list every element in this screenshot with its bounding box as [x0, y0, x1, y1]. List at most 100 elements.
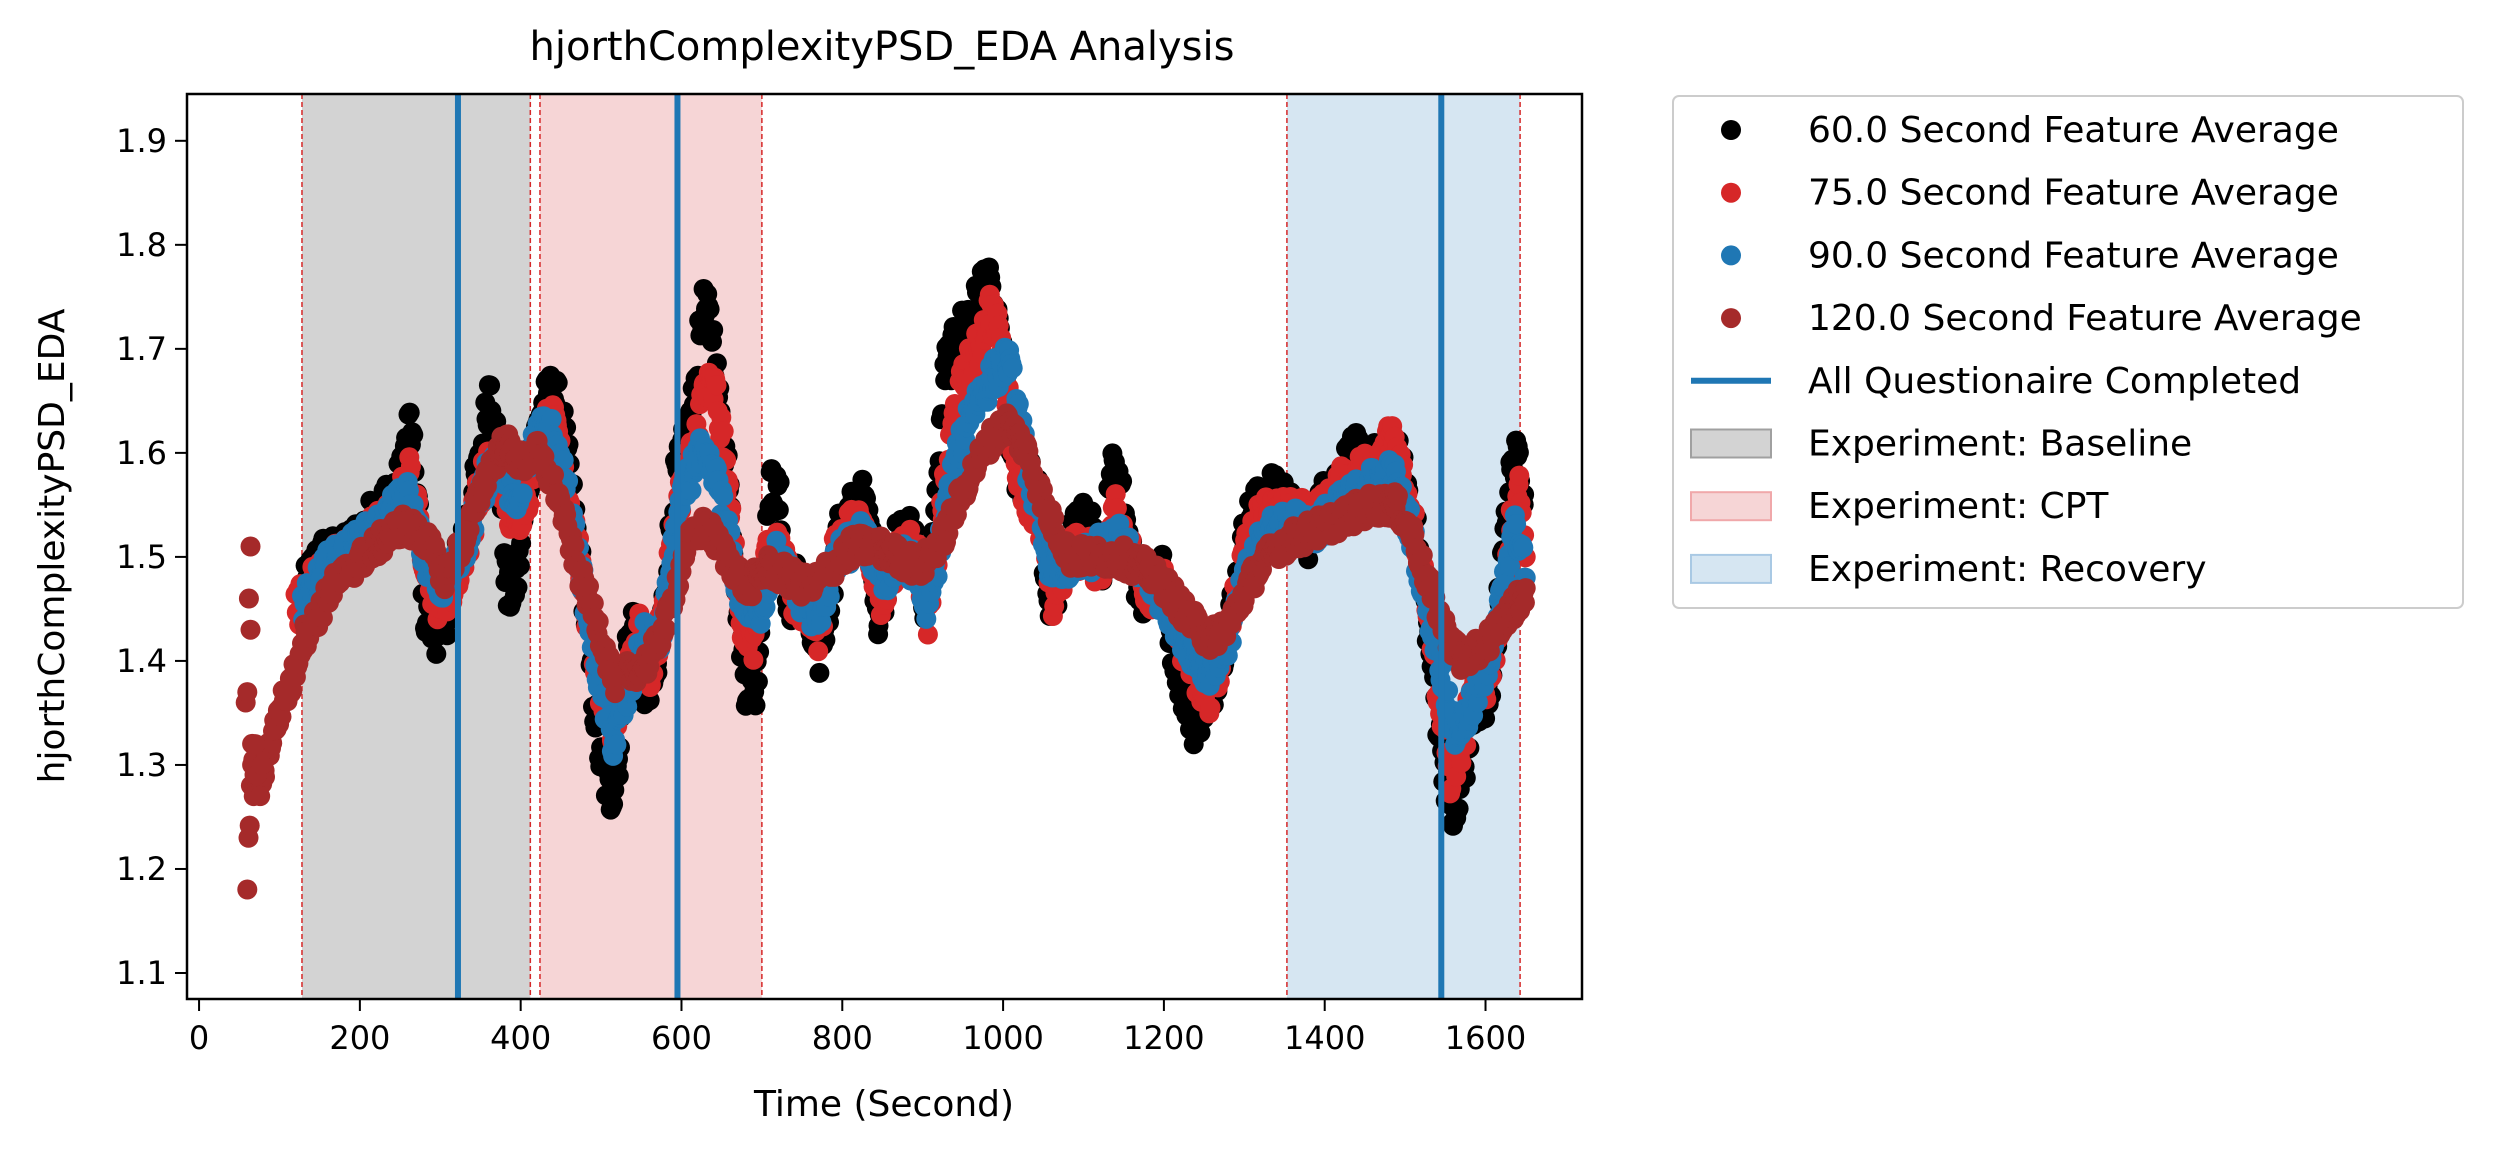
y-axis: 1.1 1.2 1.3 1.4 1.5 1.6 1.7 1.8 1.9: [116, 122, 187, 992]
data-point: [608, 766, 629, 786]
data-point: [237, 879, 258, 900]
y-axis-label: hjorthComplexityPSD_EDA: [32, 308, 73, 783]
data-point: [656, 618, 677, 639]
data-point: [713, 421, 734, 442]
y-tick-label: 1.2: [116, 850, 167, 888]
data-point: [1508, 442, 1529, 463]
data-point: [1500, 556, 1520, 577]
data-point: [403, 424, 424, 445]
data-point: [1513, 537, 1534, 558]
legend-box: [1672, 95, 2464, 609]
y-tick-label: 1.8: [116, 226, 167, 264]
data-point: [1106, 498, 1127, 519]
data-point: [541, 409, 562, 429]
data-point: [312, 607, 333, 628]
data-point: [1448, 798, 1469, 819]
data-point: [917, 624, 938, 645]
legend-label: Experiment: CPT: [1808, 486, 2109, 527]
data-point: [916, 608, 937, 629]
legend-label: 90.0 Second Feature Average: [1808, 235, 2339, 276]
data-point: [238, 588, 259, 609]
data-point: [769, 472, 790, 493]
data-point: [237, 682, 258, 703]
data-point: [606, 734, 627, 755]
data-point: [819, 586, 840, 607]
x-tick-label: 1200: [1123, 1019, 1204, 1057]
data-point: [1081, 501, 1102, 522]
data-point: [1514, 592, 1535, 613]
y-tick-label: 1.5: [116, 538, 167, 576]
data-point: [544, 464, 564, 485]
data-point: [745, 695, 766, 716]
data-point: [703, 320, 724, 340]
data-point: [250, 786, 271, 807]
y-tick-label: 1.3: [116, 746, 167, 784]
data-point: [852, 469, 873, 490]
y-tick-label: 1.7: [116, 330, 167, 368]
legend-label: Experiment: Recovery: [1808, 549, 2207, 590]
x-tick-label: 800: [812, 1019, 873, 1057]
data-point: [251, 754, 272, 775]
x-axis: 0 200 400 600 800 1000 1200 1400 1600: [189, 999, 1526, 1057]
data-point: [512, 483, 533, 504]
data-point: [605, 683, 626, 704]
legend-marker: [1690, 428, 1772, 459]
data-point: [480, 375, 501, 396]
chart-title: hjorthComplexityPSD_EDA Analysis: [530, 24, 1235, 70]
data-point: [1412, 545, 1433, 566]
data-point: [564, 535, 585, 556]
data-point: [809, 662, 830, 683]
x-tick-label: 1600: [1445, 1019, 1526, 1057]
legend-marker: [1721, 308, 1741, 329]
data-point: [245, 734, 266, 755]
data-point: [579, 576, 599, 597]
legend-marker: [1690, 491, 1772, 522]
series-3: [235, 403, 1536, 900]
data-point: [399, 402, 420, 423]
data-point: [713, 486, 734, 507]
data-point: [509, 555, 530, 576]
x-tick-label: 400: [490, 1019, 551, 1057]
data-point: [437, 625, 458, 646]
data-point: [743, 649, 764, 670]
data-point: [583, 593, 604, 614]
legend-marker: [1721, 245, 1741, 266]
data-point: [553, 450, 574, 471]
y-tick-label: 1.6: [116, 434, 167, 472]
data-point: [588, 611, 609, 632]
legend-label: 60.0 Second Feature Average: [1808, 110, 2339, 151]
legend-marker: [1721, 182, 1741, 203]
data-point: [1515, 578, 1536, 599]
legend-label: Experiment: Baseline: [1808, 424, 2192, 465]
x-tick-label: 0: [189, 1019, 209, 1057]
legend: 60.0 Second Feature Average 75.0 Second F…: [1672, 95, 2464, 609]
plot-content: [235, 94, 1536, 999]
data-point: [1506, 514, 1527, 535]
data-point: [426, 643, 447, 664]
plot-frame: [185, 92, 1584, 1001]
data-point: [271, 706, 292, 727]
y-tick-label: 1.1: [116, 954, 167, 992]
data-point: [547, 372, 568, 393]
x-tick-label: 200: [329, 1019, 390, 1057]
x-tick-label: 1400: [1284, 1019, 1365, 1057]
y-tick-label: 1.9: [116, 122, 167, 160]
data-point: [1109, 513, 1130, 534]
legend-label: 120.0 Second Feature Average: [1808, 298, 2362, 339]
data-point: [1467, 692, 1488, 713]
data-point: [507, 577, 528, 598]
legend-label: 75.0 Second Feature Average: [1808, 173, 2339, 214]
data-point: [699, 299, 720, 320]
x-tick-label: 1000: [962, 1019, 1043, 1057]
data-point: [1451, 752, 1472, 773]
legend-label: All Questionaire Completed: [1808, 361, 2301, 402]
data-point: [808, 641, 829, 662]
data-point: [239, 815, 260, 836]
y-tick-label: 1.4: [116, 642, 167, 680]
data-point: [400, 456, 421, 477]
legend-marker: [1721, 120, 1741, 140]
data-point: [768, 500, 789, 520]
x-tick-label: 600: [651, 1019, 712, 1057]
data-point: [1509, 465, 1530, 486]
